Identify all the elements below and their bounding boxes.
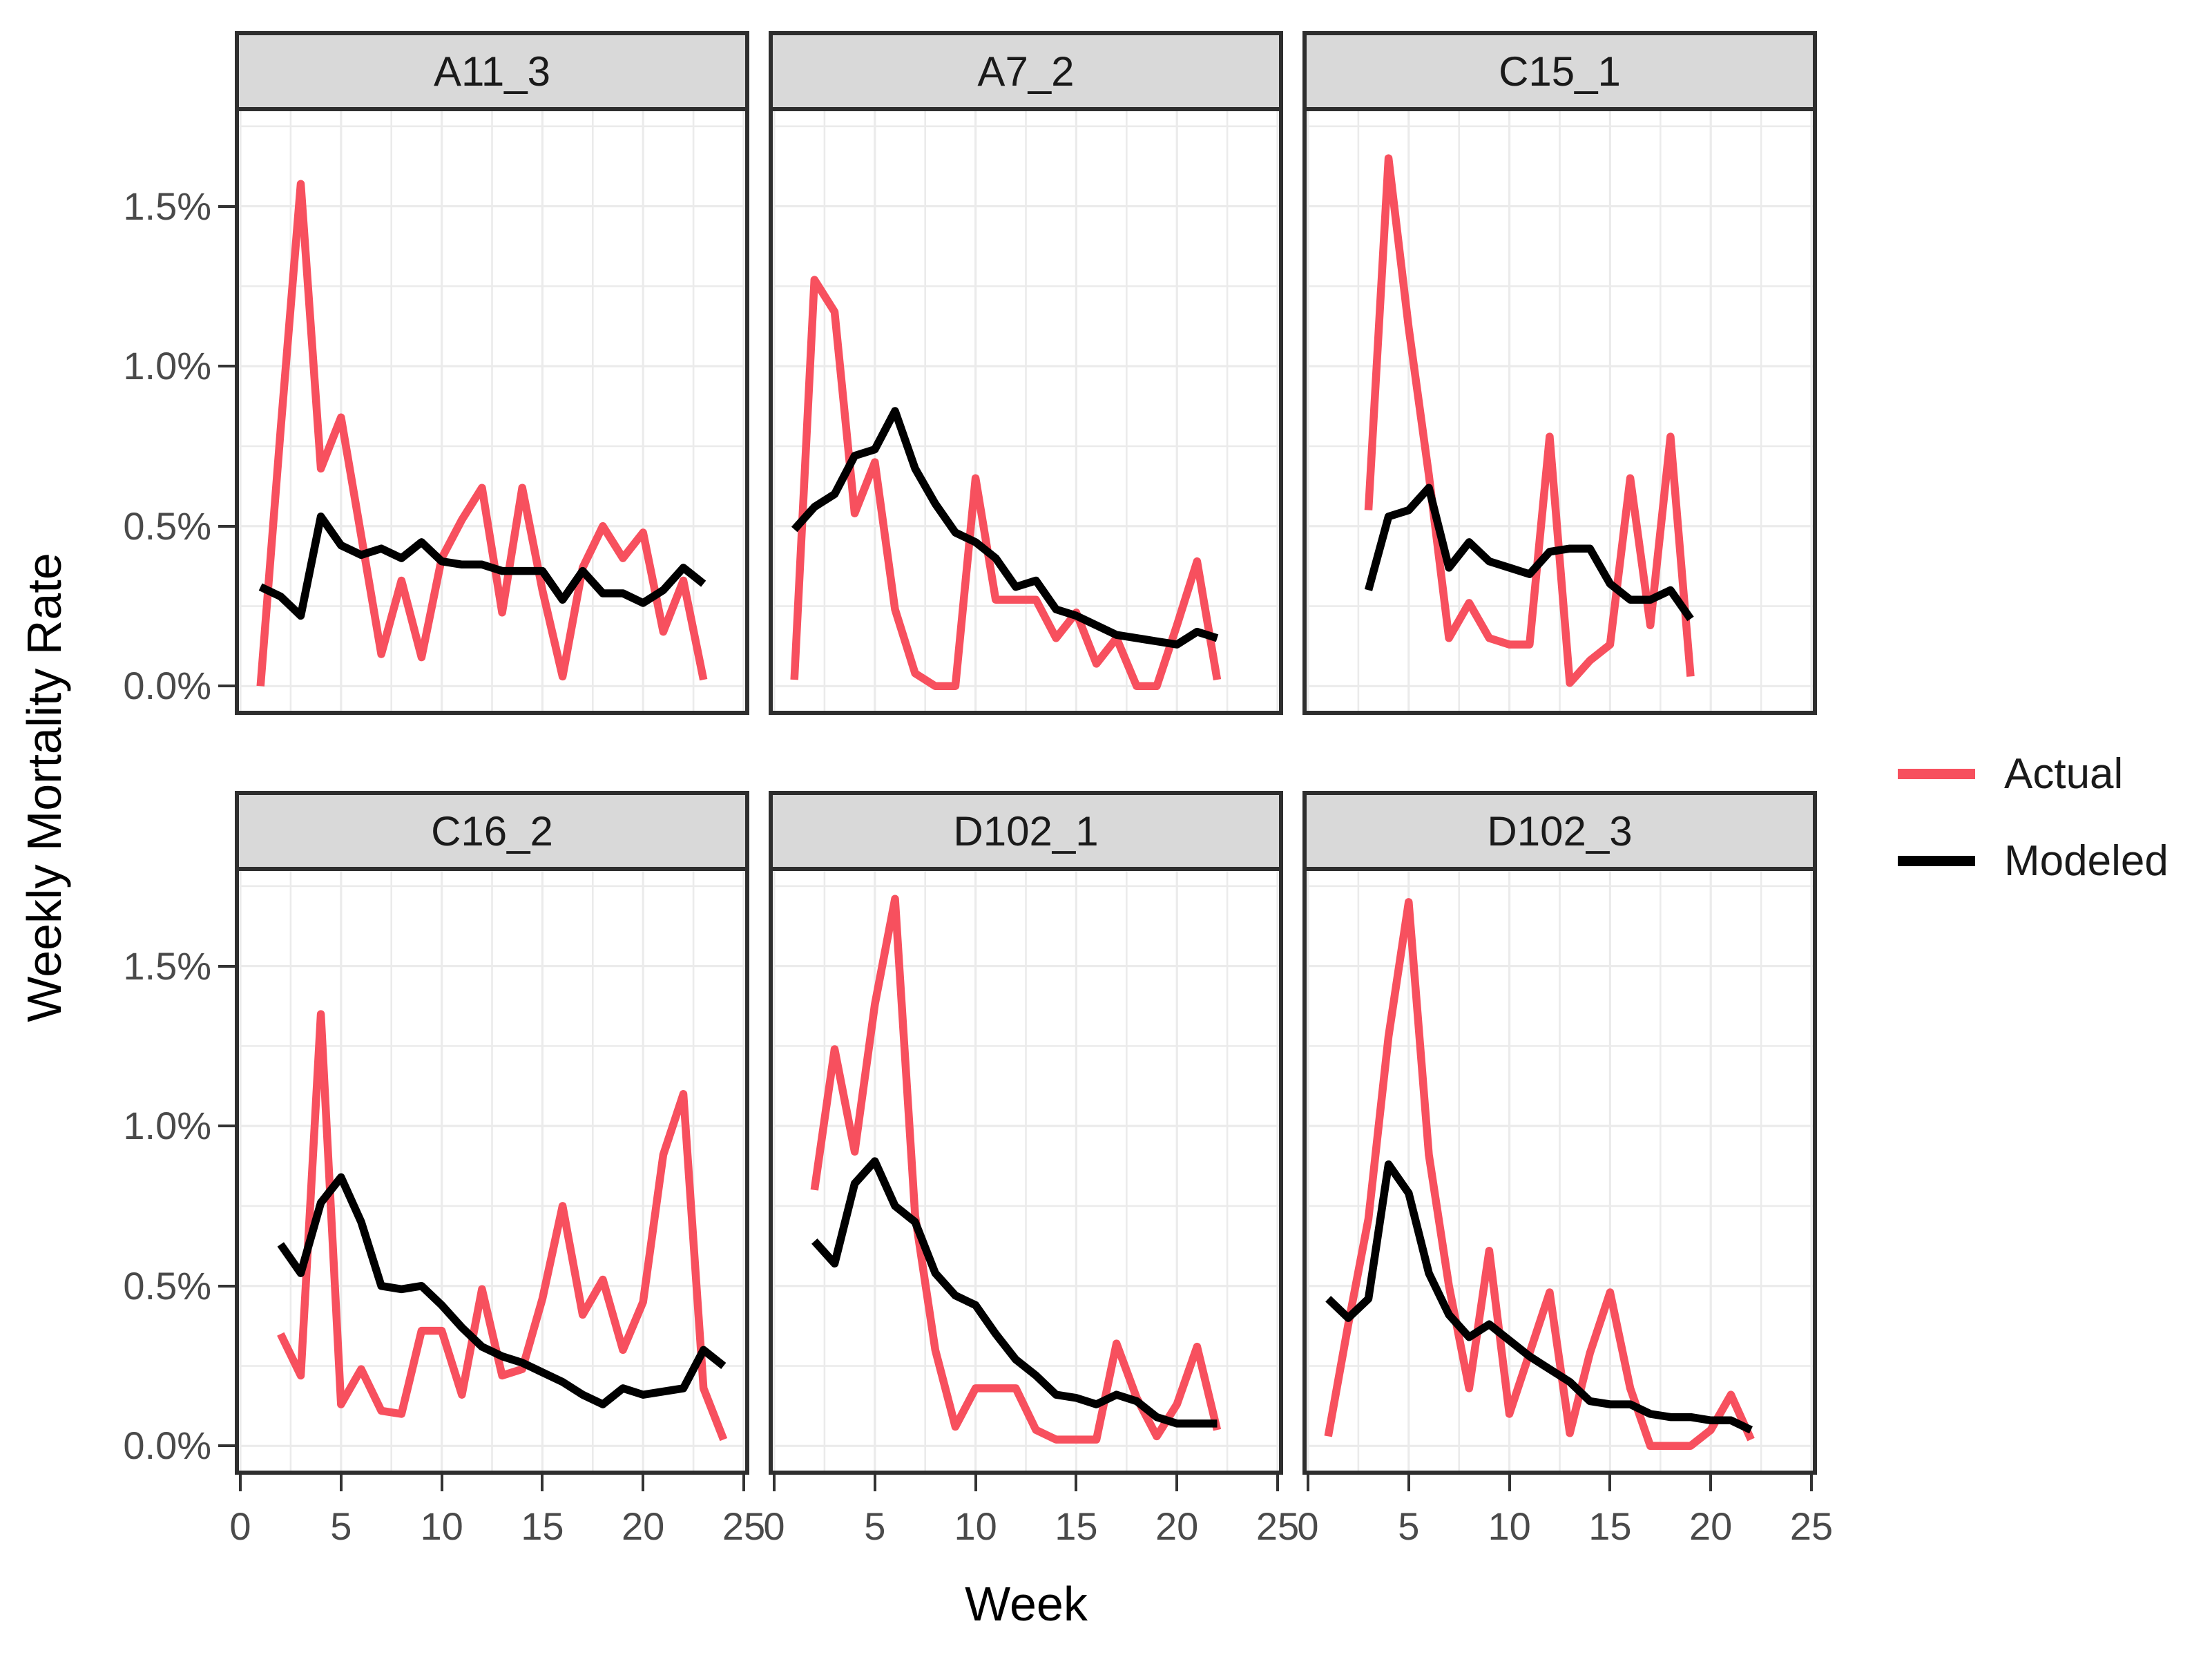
facet-panel-C15_1: [1302, 107, 1817, 715]
actual-line-swatch: [1898, 769, 1975, 779]
y-axis-tick: [218, 365, 235, 368]
facet-strip-A11_3: A11_3: [235, 31, 749, 111]
x-tick-label: 5: [864, 1504, 886, 1548]
actual-line: [1324, 898, 1755, 1451]
x-tick-label: 25: [1789, 1504, 1834, 1548]
x-tick-label: 10: [954, 1504, 997, 1548]
facet-title: C15_1: [1499, 48, 1621, 95]
x-axis-tick: [541, 1475, 544, 1491]
y-tick-label: 1.5%: [123, 184, 211, 228]
x-tick-label: 0: [229, 1504, 251, 1548]
x-tick-label: 15: [521, 1504, 564, 1548]
facet-panel-D102_1: [769, 867, 1283, 1475]
modeled-line: [791, 407, 1219, 649]
x-axis-tick: [1407, 1475, 1410, 1491]
x-tick-label: 20: [1155, 1504, 1199, 1548]
x-tick-label: 0: [763, 1504, 785, 1548]
y-tick-label: 0.5%: [123, 1263, 211, 1308]
legend-label-modeled: Modeled: [2004, 837, 2168, 885]
facet-title: D102_3: [1487, 807, 1633, 854]
actual-line: [790, 276, 1222, 691]
x-axis-tick: [974, 1475, 977, 1491]
modeled-line: [277, 1173, 727, 1408]
modeled-line-swatch: [1898, 856, 1975, 866]
facet-strip-C15_1: C15_1: [1302, 31, 1817, 111]
x-tick-label: 10: [420, 1504, 463, 1548]
x-axis-tick: [1709, 1475, 1713, 1491]
x-axis-tick: [1075, 1475, 1078, 1491]
x-tick-label: 20: [622, 1504, 665, 1548]
y-axis-tick: [218, 524, 235, 528]
x-axis-tick: [642, 1475, 645, 1491]
x-tick-label: 0: [1297, 1504, 1319, 1548]
facet-strip-D102_1: D102_1: [769, 791, 1283, 871]
x-axis-tick: [1175, 1475, 1179, 1491]
y-tick-label: 0.5%: [123, 504, 211, 548]
x-axis-tick: [239, 1475, 242, 1491]
actual-line: [256, 180, 708, 687]
x-tick-label: 25: [1256, 1504, 1300, 1548]
actual-line: [1364, 154, 1695, 687]
x-tick-label: 15: [1055, 1504, 1098, 1548]
x-axis-tick: [1307, 1475, 1309, 1491]
y-tick-label: 1.0%: [123, 1104, 211, 1148]
x-tick-label: 5: [1398, 1504, 1420, 1548]
x-axis-tick: [339, 1475, 343, 1491]
modeled-line: [258, 513, 706, 620]
x-axis-tick: [773, 1475, 776, 1491]
facet-strip-D102_3: D102_3: [1302, 791, 1817, 871]
facet-panel-C16_2: [235, 867, 749, 1475]
y-tick-label: 0.0%: [123, 664, 211, 708]
x-axis-tick: [742, 1475, 745, 1491]
facet-strip-A7_2: A7_2: [769, 31, 1283, 111]
y-axis-tick: [218, 204, 235, 208]
x-tick-label: 20: [1689, 1504, 1733, 1548]
x-tick-label: 5: [330, 1504, 352, 1548]
x-tick-label: 15: [1588, 1504, 1632, 1548]
x-axis-tick: [1810, 1475, 1813, 1491]
modeled-line: [1325, 1160, 1753, 1434]
x-axis-title: Week: [965, 1577, 1088, 1631]
y-axis-tick: [218, 1444, 235, 1448]
y-axis-tick: [218, 964, 235, 968]
modeled-line: [811, 1157, 1218, 1428]
x-axis-tick: [1608, 1475, 1612, 1491]
legend-label-actual: Actual: [2004, 750, 2124, 798]
x-tick-label: 10: [1488, 1504, 1531, 1548]
modeled-line: [1364, 484, 1694, 622]
facet-title: C16_2: [431, 807, 553, 854]
facet-title: A11_3: [433, 48, 551, 95]
actual-line: [810, 895, 1222, 1444]
y-tick-label: 1.0%: [123, 344, 211, 388]
x-axis-tick: [1276, 1475, 1279, 1491]
facet-title: D102_1: [953, 807, 1099, 854]
x-axis-tick: [440, 1475, 443, 1491]
x-axis-tick: [1508, 1475, 1511, 1491]
facet-panel-D102_3: [1302, 867, 1817, 1475]
facet-panel-A11_3: [235, 107, 749, 715]
y-axis-tick: [218, 1284, 235, 1288]
x-axis-tick: [873, 1475, 876, 1491]
y-axis-tick: [218, 1125, 235, 1128]
x-tick-label: 25: [722, 1504, 766, 1548]
actual-line: [277, 1010, 728, 1442]
facet-title: A7_2: [977, 48, 1075, 95]
facet-strip-C16_2: C16_2: [235, 791, 749, 871]
facet-panel-A7_2: [769, 107, 1283, 715]
y-tick-label: 1.5%: [123, 944, 211, 988]
y-axis-tick: [218, 685, 235, 688]
y-tick-label: 0.0%: [123, 1424, 211, 1468]
